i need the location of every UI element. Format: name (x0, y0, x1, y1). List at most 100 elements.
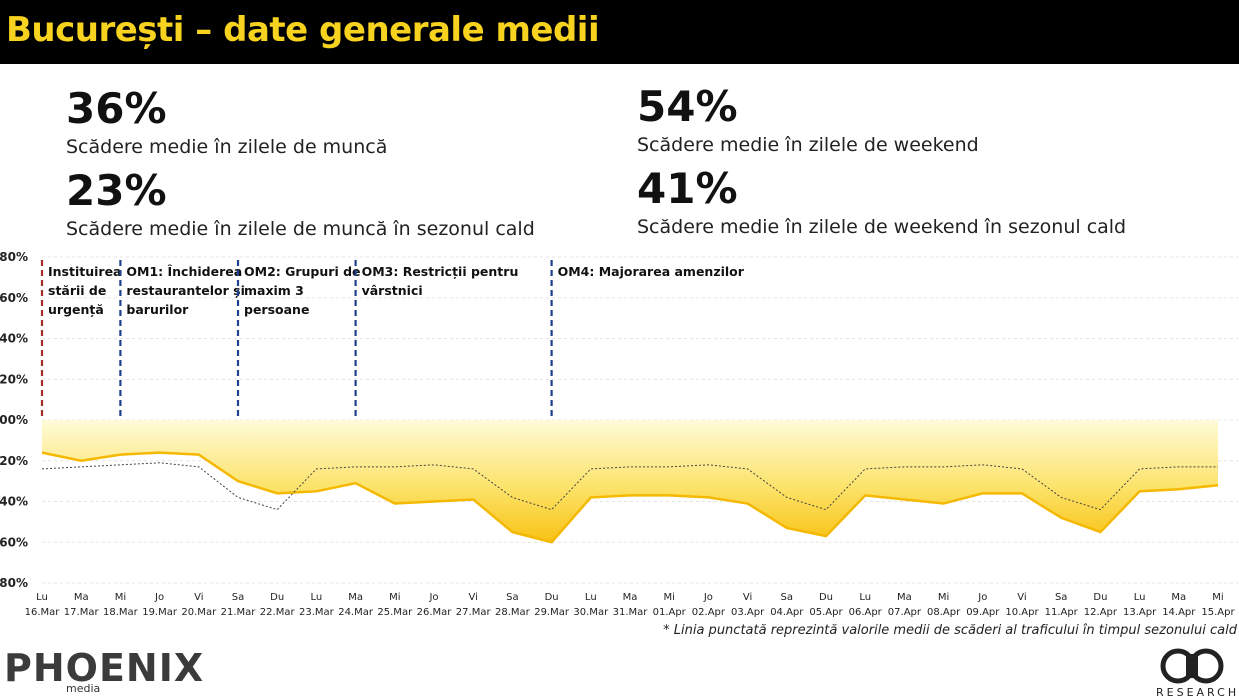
y-tick-label: 00% (0, 413, 28, 427)
stat-label: Scădere medie în zilele de muncă (66, 136, 388, 158)
x-tick-date: 28.Mar (495, 607, 531, 618)
x-tick-date: 20.Mar (181, 607, 217, 618)
x-tick-day: Ma (897, 592, 912, 603)
stat-weekend-warm: 41% Scădere medie în zilele de weekend î… (637, 164, 1127, 239)
x-tick-date: 18.Mar (103, 607, 139, 618)
phoenix-media-logo: PHOENIX media (4, 646, 214, 695)
decrease-area (42, 420, 1218, 543)
x-tick-day: Ma (74, 592, 89, 603)
event-label: OM4: Majorarea amenzilor (558, 264, 745, 279)
x-tick-day: Du (1093, 592, 1107, 603)
x-tick-day: Ma (623, 592, 638, 603)
event-label: barurilor (126, 302, 189, 317)
x-tick-day: Sa (232, 592, 244, 603)
x-tick-day: Mi (938, 592, 949, 603)
x-tick-day: Du (270, 592, 284, 603)
y-tick-label: -80% (0, 576, 28, 590)
stat-workdays: 36% Scădere medie în zilele de muncă (66, 84, 388, 159)
event-label: OM1: Închiderea (126, 264, 242, 279)
x-tick-day: Jo (428, 592, 438, 603)
x-tick-date: 21.Mar (221, 607, 257, 618)
x-tick-date: 16.Mar (25, 607, 61, 618)
stat-label: Scădere medie în zilele de muncă în sezo… (66, 218, 535, 240)
x-tick-date: 30.Mar (573, 607, 609, 618)
x-tick-day: Lu (585, 592, 597, 603)
x-tick-date: 06.Apr (849, 607, 883, 618)
x-tick-date: 19.Mar (142, 607, 178, 618)
x-tick-day: Jo (154, 592, 164, 603)
x-tick-day: Sa (1055, 592, 1067, 603)
stat-workdays-warm: 23% Scădere medie în zilele de muncă în … (66, 166, 535, 241)
y-tick-label: 80% (0, 250, 28, 264)
x-tick-date: 17.Mar (64, 607, 100, 618)
x-tick-date: 08.Apr (927, 607, 961, 618)
x-tick-date: 24.Mar (338, 607, 374, 618)
x-tick-date: 31.Mar (613, 607, 649, 618)
x-tick-date: 15.Apr (1201, 607, 1235, 618)
stat-value: 36% (66, 84, 167, 133)
title-bar: București – date generale medii (0, 0, 1239, 64)
event-label: stării de (48, 283, 106, 298)
x-tick-date: 07.Apr (888, 607, 922, 618)
x-tick-day: Vi (743, 592, 752, 603)
y-tick-label: -40% (0, 495, 28, 509)
y-tick-label: 20% (0, 372, 28, 386)
event-label: persoane (244, 302, 309, 317)
x-tick-day: Sa (506, 592, 518, 603)
x-tick-date: 11.Apr (1045, 607, 1079, 618)
x-tick-date: 12.Apr (1084, 607, 1118, 618)
x-tick-day: Lu (36, 592, 48, 603)
x-tick-date: 25.Mar (377, 607, 413, 618)
series-line-warm-season (41, 462, 1218, 511)
event-label: vârstnici (362, 283, 423, 298)
event-label: maxim 3 (244, 283, 304, 298)
x-tick-day: Du (545, 592, 559, 603)
research-logo: RESEARCH (1150, 646, 1239, 700)
stat-weekend: 54% Scădere medie în zilele de weekend (637, 82, 979, 157)
traffic-decrease-chart: 80% 60% 40% 20% 00% -20% -40% -60% -80% Instituir… (0, 250, 1238, 618)
stat-value: 41% (637, 164, 738, 213)
page-title: București – date generale medii (6, 10, 600, 50)
x-tick-date: 01.Apr (653, 607, 687, 618)
y-tick-label: 60% (0, 291, 28, 305)
x-tick-date: 29.Mar (534, 607, 570, 618)
event-label: urgență (48, 302, 104, 317)
x-tick-date: 05.Apr (809, 607, 843, 618)
y-tick-label: 40% (0, 332, 28, 346)
event-label: restaurantelor și (126, 283, 244, 298)
x-tick-date: 22.Mar (260, 607, 296, 618)
x-tick-day: Lu (1134, 592, 1146, 603)
event-label: Instituirea (48, 264, 122, 279)
x-tick-day: Lu (311, 592, 323, 603)
x-tick-day: Vi (1017, 592, 1026, 603)
x-tick-date: 27.Mar (456, 607, 492, 618)
x-tick-day: Jo (703, 592, 713, 603)
stat-label: Scădere medie în zilele de weekend în se… (637, 216, 1127, 238)
x-tick-date: 14.Apr (1162, 607, 1196, 618)
y-tick-label: -20% (0, 454, 28, 468)
event-label: OM2: Grupuri de (244, 264, 361, 279)
x-tick-day: Du (819, 592, 833, 603)
x-tick-date: 26.Mar (417, 607, 453, 618)
x-tick-date: 13.Apr (1123, 607, 1157, 618)
x-tick-date: 10.Apr (1005, 607, 1039, 618)
x-tick-day: Ma (348, 592, 363, 603)
x-tick-day: Mi (389, 592, 400, 603)
x-tick-day: Mi (115, 592, 126, 603)
series-line-actual (41, 451, 1219, 544)
logo-word: PHOENIX (4, 646, 205, 690)
stat-value: 54% (637, 82, 738, 131)
x-tick-day: Mi (1212, 592, 1223, 603)
x-tick-day: Jo (977, 592, 987, 603)
footnote: * Linia punctată reprezintă valorile med… (663, 623, 1237, 638)
event-label: OM3: Restricții pentru (362, 264, 519, 279)
x-tick-date: 23.Mar (299, 607, 335, 618)
x-tick-day: Vi (468, 592, 477, 603)
x-tick-date: 02.Apr (692, 607, 726, 618)
logo-sub: media (66, 682, 101, 695)
y-tick-label: -60% (0, 535, 28, 549)
research-logo-mark (1160, 648, 1224, 684)
x-tick-day: Sa (781, 592, 793, 603)
stat-value: 23% (66, 166, 167, 215)
x-tick-date: 09.Apr (966, 607, 1000, 618)
